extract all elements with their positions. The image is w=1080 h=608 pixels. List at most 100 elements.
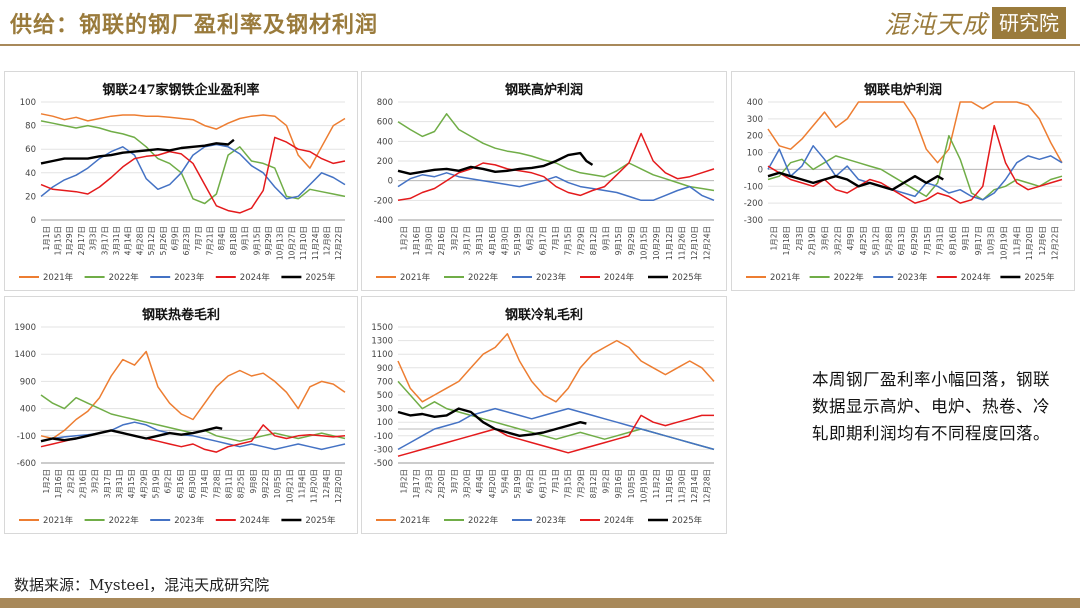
chart-panel-blast-furnace: 钢联高炉利润 -400 -200 0 200 400 600 800 1月2日 1月16日 1月30…: [361, 71, 727, 291]
x-tick-label: 12月22日: [1051, 226, 1060, 260]
x-tick-label: 10月13日: [276, 226, 285, 260]
x-tick-label: 3月17日: [103, 469, 112, 498]
x-tick-label: 6月30日: [188, 469, 197, 498]
x-tick-label: 7月14日: [200, 469, 209, 498]
series-line-2021: [40, 113, 346, 169]
x-tick-label: 3月31日: [475, 226, 484, 255]
series-line-2023: [40, 143, 346, 200]
x-tick-label: 4月14日: [124, 226, 133, 255]
y-tick-label: 1900: [14, 323, 36, 333]
series-line-2024: [397, 132, 715, 202]
series-line-2025: [397, 407, 587, 438]
series-line-2023: [767, 145, 1063, 201]
x-tick-label: 1月2日: [399, 469, 408, 494]
x-tick-label: 3月6日: [821, 226, 830, 251]
page-title: 供给：钢联的钢厂盈利率及钢材利润: [10, 12, 379, 38]
x-tick-label: 6月2日: [164, 469, 173, 494]
x-tick-label: 12月24日: [703, 226, 712, 260]
x-tick-label: 7月21日: [206, 226, 215, 255]
legend-label: 2025年: [1024, 272, 1055, 283]
series-line-2025: [40, 426, 223, 443]
y-tick-label: 600: [377, 118, 393, 128]
x-tick-label: 4月30日: [500, 226, 509, 255]
x-tick-label: 12月28日: [703, 469, 712, 503]
y-tick-label: -200: [744, 199, 763, 209]
x-tick-label: 5月19日: [152, 469, 161, 498]
series-line-2023: [397, 172, 715, 202]
x-tick-label: 6月17日: [538, 469, 547, 498]
y-tick-label: -600: [17, 459, 36, 469]
x-tick-label: 12月14日: [690, 469, 699, 503]
legend-label: 2025年: [672, 272, 703, 283]
legend-label: 2024年: [961, 272, 992, 283]
legend-label: 2025年: [305, 515, 336, 526]
chart-svg: 钢联热卷毛利 -600 -100 400 900 1400 1900 1月2日 1月16日 2月2…: [14, 307, 346, 526]
y-tick-label: 500: [377, 391, 393, 401]
x-tick-label: 2月16日: [79, 469, 88, 498]
x-tick-label: 9月16日: [614, 469, 623, 498]
x-tick-label: 2月20日: [437, 469, 446, 498]
x-tick-label: 6月29日: [910, 226, 919, 255]
x-tick-label: 3月31日: [115, 469, 124, 498]
x-tick-label: 3月2日: [91, 469, 100, 494]
x-tick-label: 3月31日: [112, 226, 121, 255]
x-tick-label: 6月17日: [538, 226, 547, 255]
x-tick-label: 3月20日: [463, 469, 472, 498]
y-tick-label: -200: [374, 196, 393, 206]
x-tick-label: 9月1日: [241, 226, 250, 251]
x-tick-label: 12月6日: [1038, 226, 1047, 255]
x-tick-label: 3月3日: [89, 226, 98, 251]
y-tick-label: 100: [20, 98, 36, 108]
y-tick-label: 0: [31, 216, 36, 226]
legend-label: 2023年: [897, 272, 928, 283]
x-tick-label: 11月16日: [665, 469, 674, 503]
y-tick-label: -100: [17, 432, 36, 442]
y-tick-label: -300: [744, 216, 763, 226]
x-tick-label: 8月12日: [589, 226, 598, 255]
x-tick-label: 12月8日: [322, 226, 331, 255]
series-line-2021: [40, 350, 346, 440]
summary-text: 本周钢厂盈利率小幅回落，钢联数据显示高炉、电炉、热卷、冷轧即期利润均有不同程度回…: [812, 370, 1050, 443]
y-tick-label: -300: [374, 445, 393, 455]
x-tick-label: 7月1日: [551, 226, 560, 251]
x-tick-label: 1月30日: [425, 226, 434, 255]
x-tick-label: 11月26日: [677, 226, 686, 260]
x-tick-label: 4月20日: [488, 469, 497, 498]
y-tick-label: 800: [377, 98, 393, 108]
legend-label: 2021年: [400, 515, 431, 526]
x-tick-label: 2月19日: [808, 226, 817, 255]
y-tick-label: 400: [20, 405, 36, 415]
legend-label: 2022年: [834, 272, 865, 283]
x-tick-label: 7月28日: [212, 469, 221, 498]
x-tick-label: 4月28日: [135, 226, 144, 255]
x-tick-label: 10月15日: [639, 226, 648, 260]
x-tick-label: 8月18日: [229, 226, 238, 255]
chart-svg: 钢联冷轧毛利 -500 -300 -100 100 300 500 700 900 1100 130…: [371, 307, 715, 526]
series-line-2025: [767, 171, 944, 191]
x-tick-label: 10月27日: [287, 226, 296, 260]
chart-panel-cold-rolled: 钢联冷轧毛利 -500 -300 -100 100 300 500 700 900 1100 130…: [361, 296, 727, 534]
legend-label: 2021年: [43, 515, 74, 526]
x-tick-label: 9月17日: [974, 226, 983, 255]
series-line-2022: [40, 120, 346, 205]
y-tick-label: 1400: [14, 350, 36, 360]
x-tick-label: 7月29日: [576, 469, 585, 498]
y-tick-label: 200: [377, 157, 393, 167]
x-tick-label: 5月12日: [147, 226, 156, 255]
y-tick-label: 1100: [371, 350, 393, 360]
x-tick-label: 9月22日: [261, 469, 270, 498]
x-tick-label: 11月12日: [665, 226, 674, 260]
x-tick-label: 9月8日: [249, 469, 258, 494]
x-tick-label: 4月4日: [475, 469, 484, 494]
series-line-2021: [767, 101, 1063, 164]
y-tick-label: 900: [20, 377, 36, 387]
x-tick-label: 10月3日: [987, 226, 996, 255]
x-tick-label: 6月16日: [176, 469, 185, 498]
logo-main-text: 混沌天成: [883, 10, 988, 39]
x-tick-label: 12月4日: [322, 469, 331, 498]
series-line-2025: [40, 138, 235, 165]
legend-label: 2022年: [468, 272, 499, 283]
chart-panel-electric-furnace: 钢联电炉利润 -300 -200 -100 0 100 200 300 400 1月2日 1月18日…: [731, 71, 1075, 291]
x-tick-label: 8月4日: [217, 226, 226, 251]
x-tick-label: 10月5日: [627, 469, 636, 498]
